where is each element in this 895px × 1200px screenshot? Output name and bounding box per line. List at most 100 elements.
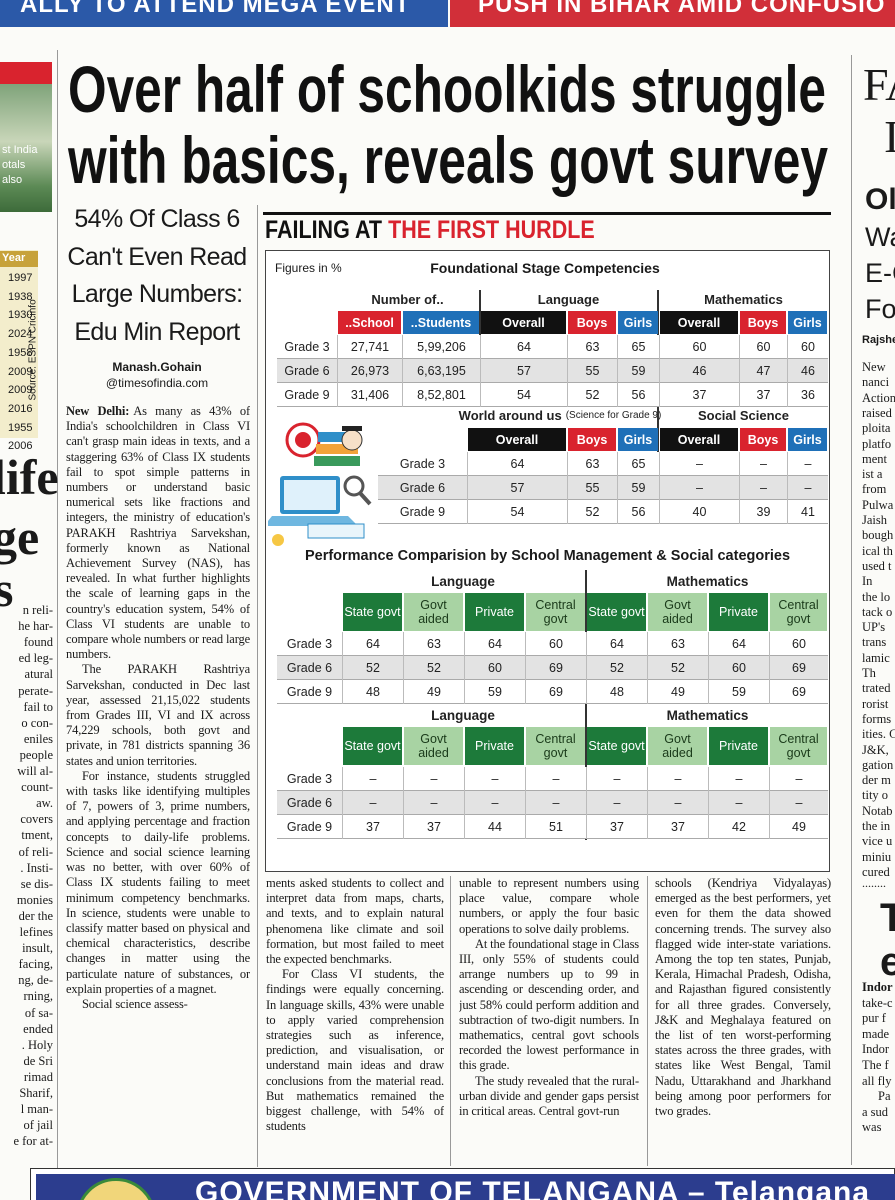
body-fragment: der the — [18, 908, 53, 923]
column-rule — [57, 50, 58, 1170]
cap — [342, 426, 362, 431]
column-header: Boys — [740, 311, 786, 334]
table-cell: 57 — [480, 359, 567, 383]
red-bar — [0, 62, 52, 84]
body-fragment: raised — [862, 405, 892, 420]
table-cell: 69 — [525, 680, 586, 704]
table-cell: 69 — [525, 656, 586, 680]
illustration — [268, 422, 372, 546]
table-cell: 56 — [617, 383, 659, 407]
table-cell: 27,741 — [337, 335, 402, 359]
table-cell: Grade 9 — [284, 388, 330, 402]
headline-fragment: e — [880, 940, 895, 984]
bulb — [272, 534, 284, 546]
byline-handle: @timesofindia.com — [105, 376, 209, 390]
row-bg — [277, 383, 828, 407]
table-cell: 52 — [586, 656, 647, 680]
table-cell: 64 — [467, 452, 567, 476]
column-header: Govt aided — [648, 593, 707, 631]
body-fragment: of sa- — [24, 1005, 53, 1020]
table-cell: 64 — [708, 632, 769, 656]
table-cell: 60 — [659, 335, 739, 359]
table-cell: 42 — [708, 815, 769, 839]
headline-line: with basics, reveals govt survey — [67, 123, 828, 197]
subhead-line: Can't Even Read — [67, 242, 247, 271]
table-cell: 36 — [787, 383, 828, 407]
headline-fragment: T — [880, 896, 895, 940]
table-cell: 60 — [787, 335, 828, 359]
row-bg — [277, 359, 828, 383]
column-header: State govt — [587, 593, 646, 631]
headline-fragment: s — [0, 561, 14, 617]
target-center — [295, 432, 311, 448]
table-cell: 31,406 — [337, 383, 402, 407]
table-cell: 39 — [739, 500, 787, 524]
paragraph-text: At the foundational stage in Class III, … — [459, 936, 639, 1073]
body-fragment: atural — [24, 667, 53, 682]
table-cell: 52 — [403, 656, 464, 680]
table-cell: – — [787, 452, 828, 476]
body-fragment: ment — [862, 451, 887, 466]
paragraph-text: The study revealed that the rural-urban … — [459, 1073, 639, 1119]
body-fragment: der m — [862, 773, 891, 788]
paragraph-text: As many as 43% of India's schoolchildren… — [66, 404, 250, 662]
body-fragment: The f — [862, 1058, 889, 1072]
row-bg — [277, 791, 828, 815]
year: 2009 — [8, 365, 33, 378]
paragraph: For Class VI students, the findings were… — [266, 967, 444, 1134]
body-fragment: platfo — [862, 436, 892, 451]
article-column: schools (Kendriya Vidyalayas) emerged as… — [655, 876, 831, 1168]
table-cell: 51 — [525, 815, 586, 839]
table-cell: – — [659, 452, 739, 476]
group-header: Language — [537, 291, 600, 307]
body-fragment: pur f — [862, 1011, 886, 1026]
body-fragment: In — [862, 574, 873, 589]
body-fragment: used t — [862, 558, 892, 573]
paragraph: The study revealed that the rural-urban … — [459, 1074, 639, 1120]
body-fragment: ng, de- — [18, 973, 53, 988]
paragraph: unable to represent numbers using place … — [459, 876, 639, 937]
divider-fragment: ........ — [862, 876, 886, 890]
table-cell: 69 — [769, 680, 828, 704]
body-fragment: rimad — [23, 1069, 53, 1084]
year-header: Year — [2, 252, 26, 264]
column-header: Girls — [618, 311, 658, 334]
body-fragment: ploita — [862, 421, 891, 436]
body-fragment: tment, — [21, 828, 53, 843]
table-cell: 37 — [659, 383, 739, 407]
body-fragment: lefines — [19, 925, 53, 939]
table-cell: 54 — [467, 500, 567, 524]
table-cell: 55 — [567, 476, 617, 500]
table-cell: 37 — [586, 815, 647, 839]
body-fragment: Pulwa — [862, 497, 894, 512]
year-table-bg — [0, 250, 38, 438]
article-column: New Delhi: As many as 43% of India's scho… — [66, 404, 250, 1172]
body-fragment: of jail — [23, 1118, 53, 1133]
table-cell: – — [708, 767, 769, 791]
body-fragment: count- — [21, 780, 53, 795]
table-title: Performance Comparision by School Manage… — [304, 548, 791, 564]
table-cell: – — [525, 767, 586, 791]
banner-right-bg — [450, 0, 895, 27]
table-cell: Grade 6 — [284, 364, 330, 378]
body-fragment: e for at- — [13, 1134, 53, 1149]
headline-line: Over half of schoolkids struggle — [68, 52, 826, 126]
table-cell: 46 — [659, 359, 739, 383]
book-open — [307, 523, 365, 539]
body-fragment: ities. C — [862, 727, 895, 742]
table-cell: – — [708, 791, 769, 815]
table-cell: 64 — [342, 632, 403, 656]
table-cell: 48 — [586, 680, 647, 704]
column-rule — [647, 876, 648, 1166]
column-header: Girls — [618, 428, 658, 451]
column-header: ..School — [338, 311, 401, 334]
body-fragment: he har- — [18, 619, 53, 634]
body-fragment: facing, — [18, 957, 53, 972]
column-header: Govt aided — [404, 727, 463, 765]
table-cell: 59 — [464, 680, 525, 704]
table-cell: 37 — [342, 815, 403, 839]
group-header: Language — [431, 574, 495, 589]
group-header: Social Science — [697, 407, 790, 423]
table-cell: 63 — [647, 632, 708, 656]
